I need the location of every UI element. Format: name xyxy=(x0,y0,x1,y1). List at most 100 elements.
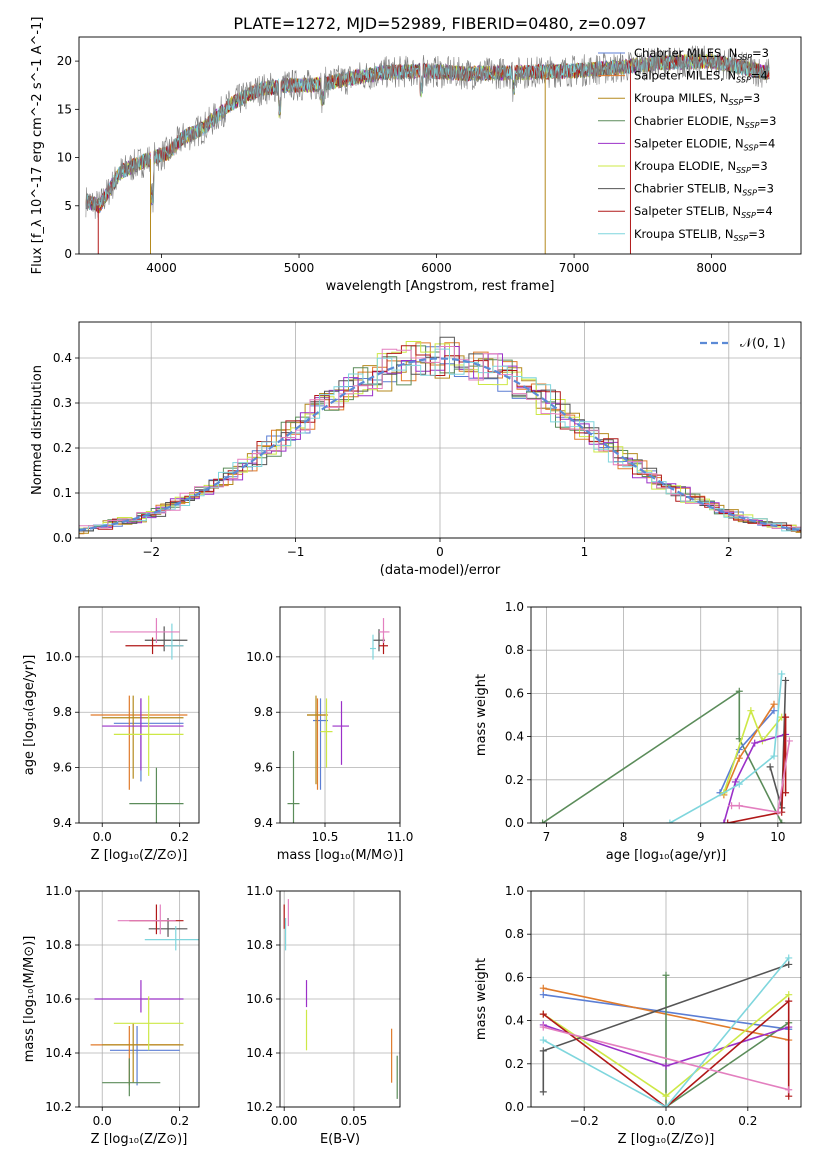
y-tick-label: 0.0 xyxy=(505,1100,524,1114)
weight-marker xyxy=(539,984,547,992)
y-tick-label: 10.4 xyxy=(246,1046,273,1060)
y-tick-label: 15 xyxy=(57,102,72,116)
x-tick-label: 2 xyxy=(725,545,733,559)
legend-entry: Salpeter ELODIE, NSSP=4 xyxy=(634,136,775,152)
y-tick-label: 9.6 xyxy=(53,761,72,775)
weight-marker xyxy=(735,687,743,695)
y-axis-label: Normed distribution xyxy=(30,365,45,495)
x-tick-label: 9 xyxy=(697,830,705,844)
x-tick-label: 0.2 xyxy=(738,1114,757,1128)
y-tick-label: 11.0 xyxy=(45,884,72,898)
legend-suffix: =3 xyxy=(760,114,777,128)
legend-label: 𝒩(0, 1) xyxy=(740,335,786,350)
x-axis-label: E(B-V) xyxy=(320,1132,360,1147)
weight-marker xyxy=(735,780,743,788)
weight-marker xyxy=(728,802,736,810)
y-tick-label: 11.0 xyxy=(246,884,273,898)
legend-suffix: =4 xyxy=(758,136,775,150)
y-tick-label: 1.0 xyxy=(505,884,524,898)
x-tick-label: 4000 xyxy=(146,261,177,275)
weight-marker xyxy=(735,754,743,762)
x-axis-label: wavelength [Angstrom, rest frame] xyxy=(326,279,555,294)
weight-line xyxy=(727,717,787,823)
legend-subscript: SSP xyxy=(745,121,760,130)
x-axis-label: (data-model)/error xyxy=(380,563,501,578)
y-axis-label: mass [log₁₀(M/M⊙)] xyxy=(22,936,37,1063)
massweight-vs-age-panel: 7 8 9 10 0.0 0.2 0.4 0.6 0.8 1.0 age [log₁₀(age/yr… xyxy=(474,600,802,863)
y-tick-label: 10.8 xyxy=(45,938,72,952)
y-tick-label: 5 xyxy=(64,199,72,213)
legend-label: Kroupa MILES, N xyxy=(634,91,729,105)
y-tick-label: 0.6 xyxy=(505,686,524,700)
weight-line xyxy=(542,957,790,1107)
legend-entry: Kroupa MILES, NSSP=3 xyxy=(634,91,760,107)
x-tick-label: 10 xyxy=(770,830,785,844)
axes-frame xyxy=(530,606,802,824)
weight-marker xyxy=(782,676,790,684)
weight-marker xyxy=(539,1010,547,1018)
legend-entry: Salpeter MILES, NSSP=4 xyxy=(634,69,768,85)
x-axis-label: mass [log₁₀(M/M⊙)] xyxy=(277,848,404,863)
legend-suffix: =3 xyxy=(743,91,760,105)
weight-marker xyxy=(662,1103,670,1107)
x-tick-label: −0.2 xyxy=(570,1114,599,1128)
y-axis-label: Flux [f_λ 10^-17 erg cm^-2 s^-1 A^-1] xyxy=(30,17,45,275)
legend-suffix: =4 xyxy=(751,69,768,83)
weight-marker xyxy=(747,707,755,715)
weight-marker xyxy=(766,763,774,771)
legend-label: Chabrier MILES, N xyxy=(634,46,737,60)
weight-marker xyxy=(731,778,739,786)
x-axis-label: Z [log₁₀(Z/Z⊙)] xyxy=(618,1132,715,1147)
y-tick-label: 10.4 xyxy=(45,1046,72,1060)
legend-entry: Kroupa STELIB, NSSP=3 xyxy=(634,227,765,243)
x-axis-label: age [log₁₀(age/yr)] xyxy=(606,848,727,863)
weight-marker xyxy=(770,707,778,715)
x-tick-label: 0.2 xyxy=(170,1114,189,1128)
y-tick-label: 9.8 xyxy=(254,705,273,719)
x-tick-label: 11.0 xyxy=(387,830,414,844)
legend-suffix: =4 xyxy=(756,204,773,218)
y-tick-label: 0.1 xyxy=(53,486,72,500)
x-tick-label: 7000 xyxy=(559,261,590,275)
mass-vs-ebv-panel: 0.00 0.05 10.2 10.4 10.6 10.8 11.0 E(B-V) xyxy=(246,884,401,1147)
x-tick-label: 0.05 xyxy=(341,1114,368,1128)
weight-marker xyxy=(539,1088,547,1096)
legend-entry: Chabrier MILES, NSSP=3 xyxy=(634,46,769,62)
y-tick-label: 0.0 xyxy=(53,531,72,545)
massweight-vs-z-panel: −0.2 0.0 0.2 0.0 0.2 0.4 0.6 0.8 1.0 Z [log₁₀(Z/Z… xyxy=(474,884,802,1147)
weight-marker xyxy=(666,819,674,823)
weight-marker xyxy=(751,739,759,747)
x-tick-label: 8 xyxy=(620,830,628,844)
histogram-step xyxy=(79,346,801,531)
x-tick-label: 5000 xyxy=(284,261,315,275)
spectrum-line xyxy=(85,45,770,219)
y-tick-label: 0.4 xyxy=(505,730,524,744)
weight-marker xyxy=(782,789,790,797)
weight-marker xyxy=(785,960,793,968)
age-vs-mass-panel: 10.5 11.0 9.4 9.6 9.8 10.0 mass [log₁₀(M/M⊙)] xyxy=(246,606,414,863)
x-tick-label: 0 xyxy=(436,545,444,559)
weight-marker xyxy=(539,1047,547,1055)
weight-marker xyxy=(539,991,547,999)
x-tick-label: −2 xyxy=(142,545,160,559)
weight-line xyxy=(542,999,790,1107)
weight-marker xyxy=(785,737,793,745)
y-tick-label: 9.4 xyxy=(53,816,72,830)
y-tick-label: 10.2 xyxy=(45,1100,72,1114)
legend-subscript: SSP xyxy=(736,76,751,85)
weight-marker xyxy=(720,819,728,823)
x-tick-label: 1 xyxy=(581,545,589,559)
plot-area xyxy=(90,618,188,823)
legend-entry: Chabrier ELODIE, NSSP=3 xyxy=(634,114,776,130)
y-tick-label: 0.2 xyxy=(53,441,72,455)
plot-area xyxy=(539,954,793,1107)
legend-subscript: SSP xyxy=(734,234,749,243)
y-tick-label: 10.6 xyxy=(246,992,273,1006)
y-axis-label: age [log₁₀(age/yr)] xyxy=(22,655,37,776)
y-tick-label: 1.0 xyxy=(505,600,524,614)
legend-suffix: =3 xyxy=(757,182,774,196)
weight-marker xyxy=(785,991,793,999)
plot-area xyxy=(79,336,801,535)
weight-line xyxy=(723,733,786,823)
